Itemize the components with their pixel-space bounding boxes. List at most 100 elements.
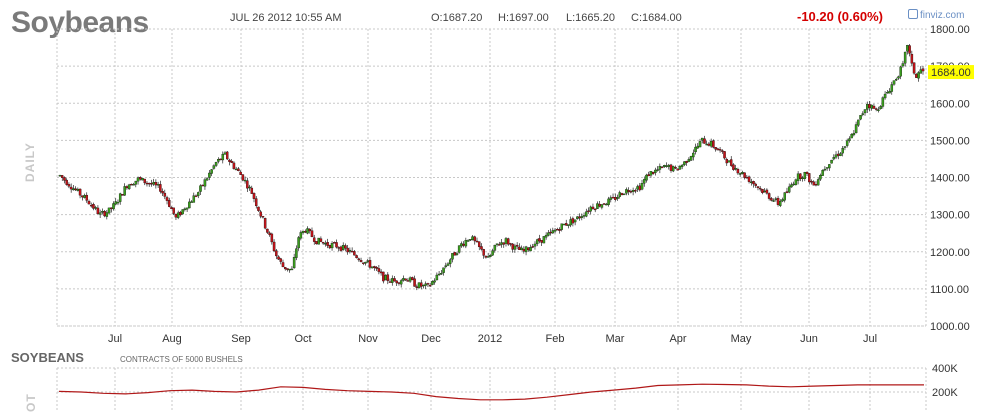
candle-body <box>529 247 532 252</box>
candle-body <box>703 138 706 144</box>
candle-body <box>919 69 923 74</box>
candle-body <box>616 197 619 199</box>
candle-body <box>397 282 401 284</box>
candle-body <box>417 282 421 289</box>
candle-body <box>816 179 820 186</box>
candle-body <box>455 253 459 255</box>
candle-body <box>457 245 461 253</box>
candle-body <box>785 191 789 193</box>
candle-body <box>310 230 314 238</box>
candle-body <box>295 248 298 258</box>
candle-body <box>763 190 766 193</box>
x-tick-label: Mar <box>606 333 625 345</box>
candle-body <box>141 178 144 181</box>
candle-body <box>645 174 648 181</box>
candle-body <box>658 166 662 170</box>
candle-body <box>779 200 782 206</box>
x-tick-label: Oct <box>294 333 311 345</box>
candle-body <box>330 243 334 249</box>
chart-title: Soybeans <box>11 6 149 39</box>
candle-body <box>593 208 597 211</box>
candle-body <box>348 249 352 252</box>
candle-body <box>317 237 320 245</box>
candle-body <box>344 245 347 249</box>
candle-body <box>796 173 800 181</box>
candle-body <box>750 181 753 184</box>
x-tick-label: Aug <box>162 333 182 345</box>
y-tick-label: 1500.00 <box>930 135 970 147</box>
candle-body <box>388 281 392 283</box>
candle-body <box>89 204 93 207</box>
candle-body <box>656 169 659 171</box>
candle-body <box>772 200 775 202</box>
candle-body <box>585 211 588 217</box>
brand-text: finviz.com <box>920 10 965 21</box>
candle-body <box>366 260 369 262</box>
candle-body <box>299 232 303 239</box>
candle-body <box>422 284 425 287</box>
candle-body <box>825 167 829 169</box>
candle-body <box>183 208 187 211</box>
candle-body <box>132 184 135 186</box>
candle-body <box>475 240 479 243</box>
candle-body <box>402 278 405 281</box>
candle-body <box>81 195 84 198</box>
candle-body <box>576 216 579 219</box>
candle-body <box>304 231 307 233</box>
candle-body <box>839 153 842 156</box>
candle-body <box>901 63 905 67</box>
candle-body <box>413 278 416 287</box>
candle-body <box>159 184 162 192</box>
candle-body <box>161 190 164 194</box>
candle-body <box>709 141 713 147</box>
candle-body <box>250 187 254 194</box>
candle-body <box>549 231 552 234</box>
candle-body <box>687 159 691 162</box>
candle-body <box>263 218 267 229</box>
x-tick-label: Feb <box>546 333 565 345</box>
candle-body <box>116 201 120 204</box>
candle-body <box>121 194 124 196</box>
candle-body <box>663 165 666 167</box>
candle-body <box>665 165 668 167</box>
candle-body <box>660 166 664 169</box>
candle-body <box>433 280 436 283</box>
candle-body <box>185 207 189 210</box>
candle-body <box>101 211 104 213</box>
candle-body <box>118 193 122 202</box>
candle-body <box>286 268 289 270</box>
candle-body <box>522 248 526 252</box>
candle-body <box>404 278 407 281</box>
candle-body <box>513 245 517 250</box>
candle-body <box>315 241 318 245</box>
candle-body <box>848 138 851 141</box>
candle-body <box>379 271 383 274</box>
x-tick-label: Apr <box>669 333 686 345</box>
candle-body <box>868 104 871 109</box>
candle-body <box>861 113 865 115</box>
brand-link[interactable]: finviz.com <box>908 9 964 21</box>
candle-body <box>770 198 773 201</box>
candle-body <box>647 174 650 177</box>
candle-body <box>210 169 213 174</box>
candle-body <box>373 266 376 268</box>
candle-body <box>520 247 523 251</box>
candle-body <box>640 183 644 190</box>
candle-body <box>208 172 211 178</box>
candle-body <box>114 201 117 205</box>
candle-body <box>881 97 885 107</box>
candle-body <box>622 193 626 196</box>
candle-body <box>127 184 131 190</box>
candle-body <box>696 145 700 149</box>
x-tick-label: Dec <box>421 333 441 345</box>
candle-body <box>857 119 860 126</box>
candle-body <box>58 175 62 177</box>
candle-body <box>190 201 193 203</box>
price-tag-box <box>928 65 974 80</box>
candle-body <box>63 177 66 181</box>
candle-body <box>199 185 202 192</box>
price-change: -10.20 (0.60%) <box>797 9 883 24</box>
candle-body <box>625 189 628 194</box>
candle-body <box>248 186 251 189</box>
